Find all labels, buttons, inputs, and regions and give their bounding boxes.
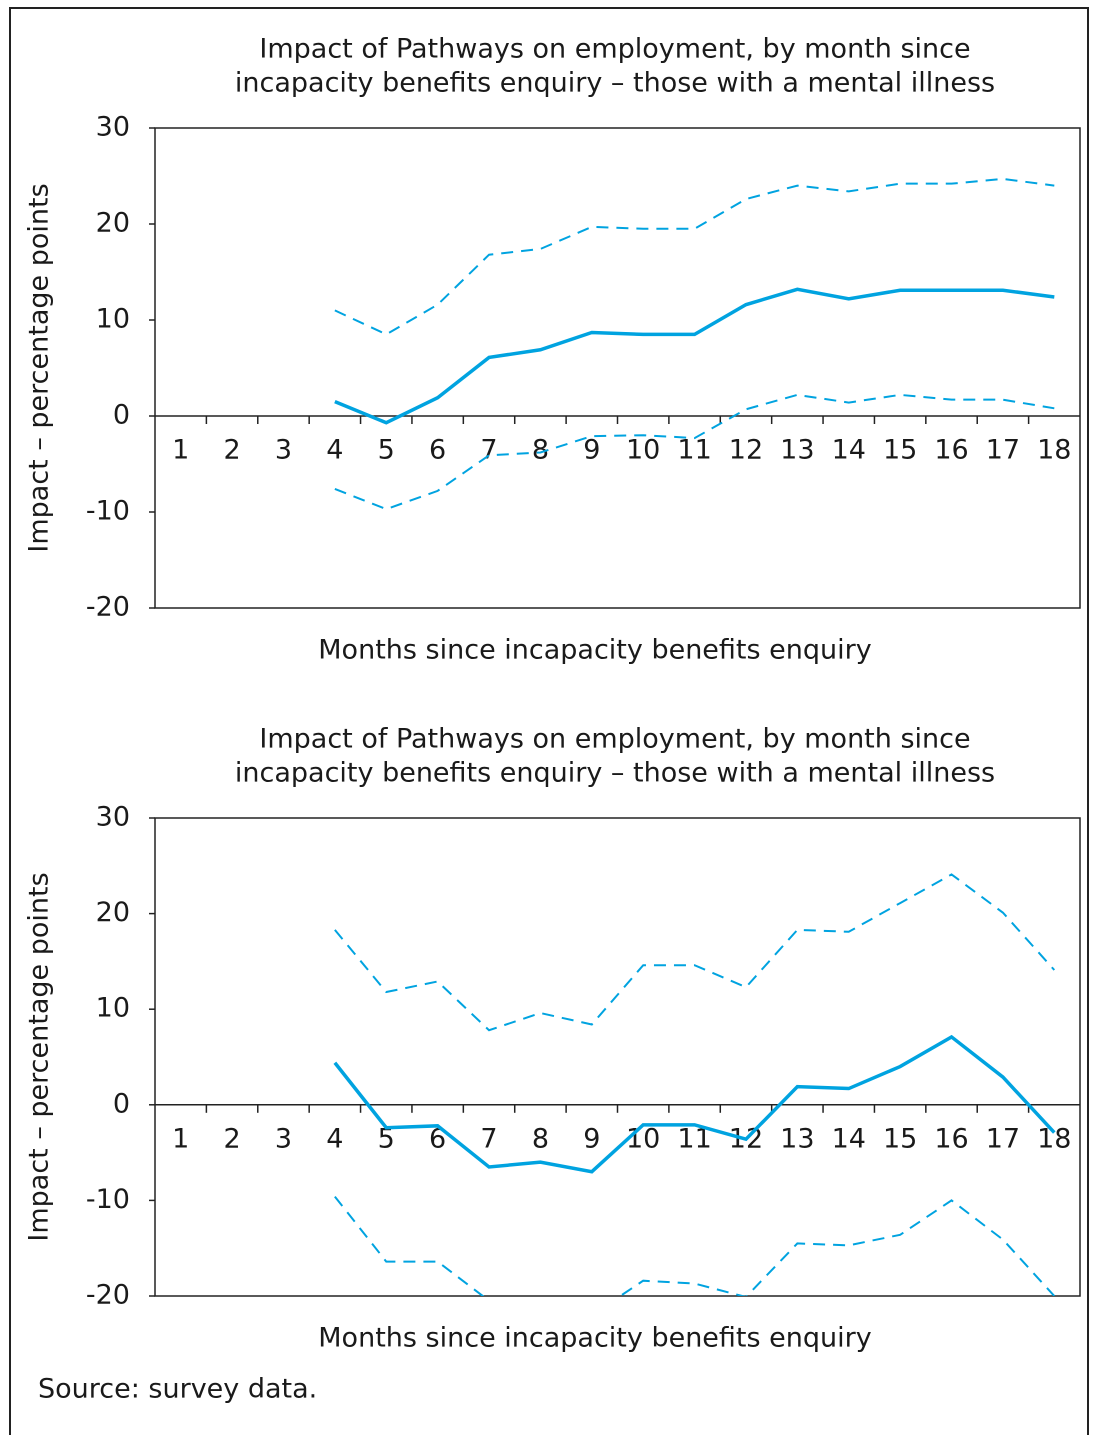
x-tick-label: 12 <box>729 435 763 466</box>
x-tick-label: 3 <box>275 1123 292 1154</box>
y-tick-label: 0 <box>113 400 130 431</box>
x-tick-label: 5 <box>378 1123 395 1154</box>
frame <box>9 7 1089 1435</box>
y-tick-label: -10 <box>86 496 130 527</box>
x-tick-label: 10 <box>626 435 660 466</box>
y-tick-label: 10 <box>96 304 130 335</box>
y-tick-label: -10 <box>86 1184 130 1215</box>
x-tick-label: 13 <box>780 435 814 466</box>
x-tick-label: 16 <box>934 1123 968 1154</box>
x-tick-label: 7 <box>480 435 497 466</box>
y-tick-label: -20 <box>86 1280 130 1311</box>
x-tick-label: 2 <box>223 1123 240 1154</box>
x-tick-label: 10 <box>626 1123 660 1154</box>
x-tick-label: 9 <box>583 435 600 466</box>
x-tick-label: 15 <box>883 1123 917 1154</box>
x-tick-label: 5 <box>378 435 395 466</box>
series-line <box>334 1195 1056 1296</box>
y-tick-label: 20 <box>96 208 130 239</box>
source-note: Source: survey data. <box>38 1374 317 1405</box>
chart-title: incapacity benefits enquiry – those with… <box>235 68 995 99</box>
x-tick-label: 8 <box>532 435 549 466</box>
x-axis-label: Months since incapacity benefits enquiry <box>318 635 871 666</box>
series-line <box>334 393 1055 511</box>
plot-frame <box>154 127 1081 609</box>
x-tick-label: 17 <box>986 1123 1020 1154</box>
y-tick-label: 20 <box>96 897 130 928</box>
x-tick-label: 17 <box>986 435 1020 466</box>
series-line <box>334 287 1055 425</box>
chart-title: Impact of Pathways on employment, by mon… <box>259 724 970 755</box>
y-tick-label: 30 <box>96 802 130 833</box>
x-tick-label: 7 <box>480 1123 497 1154</box>
y-tick-label: 30 <box>96 112 130 143</box>
y-tick-label: -20 <box>86 592 130 623</box>
x-tick-label: 11 <box>677 435 711 466</box>
x-tick-label: 18 <box>1037 1123 1071 1154</box>
series-line <box>334 177 1055 336</box>
x-tick-label: 1 <box>172 1123 189 1154</box>
x-tick-label: 2 <box>223 435 240 466</box>
x-tick-label: 4 <box>326 435 343 466</box>
x-tick-label: 1 <box>172 435 189 466</box>
chart-title: incapacity benefits enquiry – those with… <box>235 758 995 789</box>
y-axis-label: Impact – percentage points <box>24 872 55 1241</box>
y-tick-label: 10 <box>96 993 130 1024</box>
x-tick-label: 14 <box>832 1123 866 1154</box>
x-tick-label: 18 <box>1037 435 1071 466</box>
x-tick-label: 13 <box>780 1123 814 1154</box>
x-tick-label: 16 <box>934 435 968 466</box>
y-axis-label: Impact – percentage points <box>24 183 55 552</box>
x-tick-label: 14 <box>832 435 866 466</box>
x-tick-label: 6 <box>429 435 446 466</box>
series-line <box>333 1034 1056 1174</box>
series-line <box>334 873 1056 1032</box>
x-tick-label: 3 <box>275 435 292 466</box>
x-axis-label: Months since incapacity benefits enquiry <box>318 1323 871 1354</box>
plot-frame <box>154 817 1081 1297</box>
x-tick-label: 9 <box>583 1123 600 1154</box>
chart-title: Impact of Pathways on employment, by mon… <box>259 34 970 65</box>
x-tick-label: 15 <box>883 435 917 466</box>
y-tick-label: 0 <box>113 1088 130 1119</box>
x-tick-label: 8 <box>532 1123 549 1154</box>
x-tick-label: 4 <box>326 1123 343 1154</box>
